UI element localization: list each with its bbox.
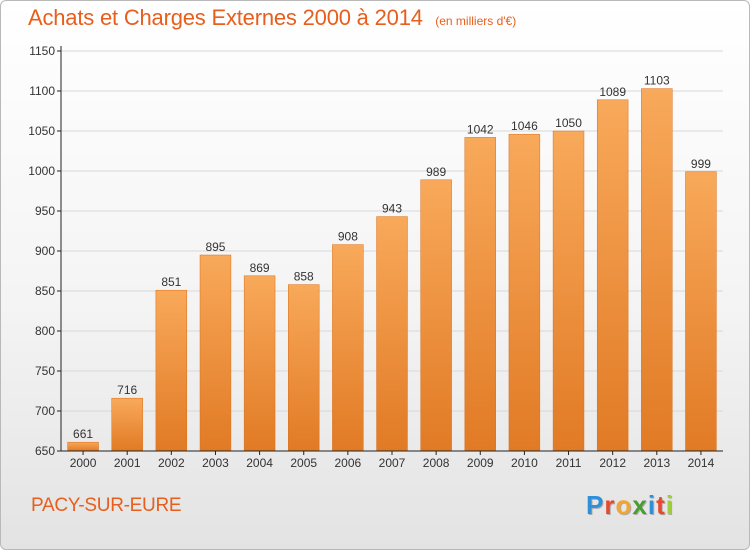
data-label-2014: 999 [691, 157, 711, 171]
data-label-2010: 1046 [511, 119, 538, 133]
x-tick-label-2006: 2006 [335, 456, 362, 470]
x-tick-label-2012: 2012 [599, 456, 626, 470]
data-label-2000: 661 [73, 427, 93, 441]
data-label-2011: 1050 [555, 116, 582, 130]
chart-title: Achats et Charges Externes 2000 à 2014 (… [28, 5, 516, 31]
x-tick-label-2008: 2008 [423, 456, 450, 470]
x-tick-label-2000: 2000 [70, 456, 97, 470]
data-label-2003: 895 [205, 240, 225, 254]
x-tick-label-2001: 2001 [114, 456, 141, 470]
bar-2005 [288, 284, 320, 452]
y-tick-label: 1100 [29, 84, 55, 98]
data-label-2009: 1042 [467, 122, 494, 136]
bar-2003 [199, 254, 232, 452]
data-label-2002: 851 [161, 275, 181, 289]
x-tick-label-2007: 2007 [379, 456, 406, 470]
y-tick-label: 900 [35, 244, 55, 258]
bar-2004 [243, 275, 276, 452]
y-tick-label: 850 [35, 284, 55, 298]
y-tick-label: 1000 [28, 164, 55, 178]
y-tick-label: 650 [35, 444, 55, 458]
bar-2013 [641, 88, 673, 452]
data-label-2006: 908 [338, 230, 358, 244]
bar-2001 [111, 397, 143, 452]
data-label-2004: 869 [250, 261, 270, 275]
bar-2007 [376, 216, 408, 452]
y-tick-label: 700 [35, 404, 55, 418]
x-tick-label-2014: 2014 [688, 456, 715, 470]
x-tick-label-2004: 2004 [246, 456, 273, 470]
logo-letter: o [615, 490, 633, 520]
logo-letter: r [604, 490, 616, 520]
data-label-2008: 989 [426, 165, 446, 179]
data-label-2012: 1089 [599, 85, 626, 99]
x-tick-label-2002: 2002 [158, 456, 185, 470]
y-tick-label: 1150 [29, 44, 55, 58]
x-tick-label-2005: 2005 [290, 456, 317, 470]
data-label-2007: 943 [382, 202, 402, 216]
x-tick-label-2003: 2003 [202, 456, 229, 470]
data-label-2005: 858 [294, 270, 314, 284]
bar-2009 [464, 137, 496, 452]
x-tick-label-2013: 2013 [643, 456, 670, 470]
y-tick-label: 800 [35, 324, 55, 338]
bar-2012 [596, 99, 629, 452]
logo-letter: t [656, 490, 666, 520]
y-tick-label: 1050 [28, 124, 55, 138]
x-tick-label-2011: 2011 [556, 456, 582, 470]
bar-2006 [332, 244, 364, 452]
bar-2010 [508, 133, 541, 452]
data-label-2001: 716 [117, 383, 137, 397]
y-tick-label: 950 [35, 204, 55, 218]
commune-name: PACY-SUR-EURE [31, 495, 182, 516]
bar-2000 [67, 441, 99, 452]
x-tick-label-2010: 2010 [511, 456, 538, 470]
title-main: Achats et Charges Externes 2000 à 2014 [28, 5, 423, 30]
logo-letter: i [647, 490, 657, 520]
proxiti-logo: Proxiti [586, 490, 674, 521]
title-unit: (en milliers d'€) [435, 14, 517, 28]
x-tick-label-2009: 2009 [467, 456, 494, 470]
y-tick-label: 750 [35, 364, 55, 378]
bar-2008 [420, 179, 452, 452]
logo-letter: x [632, 490, 648, 520]
logo-letter: i [665, 490, 674, 520]
bar-2011 [552, 130, 585, 452]
data-label-2013: 1103 [644, 74, 670, 88]
bar-2002 [155, 289, 188, 452]
logo-letter: P [586, 490, 605, 520]
bar-2014 [685, 171, 717, 452]
